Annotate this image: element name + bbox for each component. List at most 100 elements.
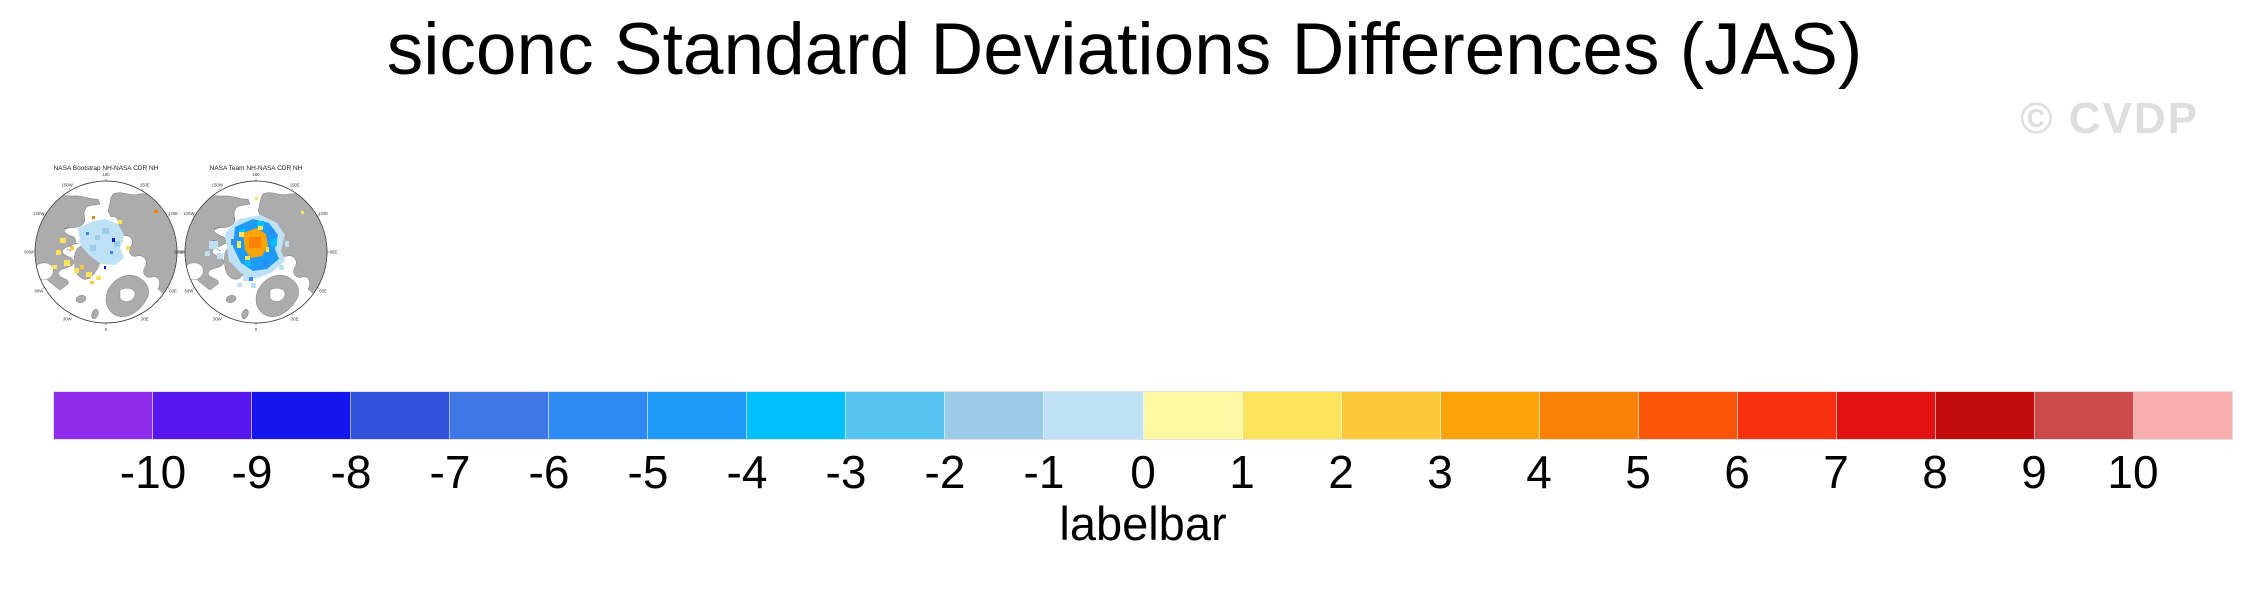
lon-label: 120W <box>33 211 45 216</box>
labelbar-segment <box>1440 392 1540 439</box>
labelbar-tick-label: 4 <box>1526 446 1552 498</box>
labelbar-tick-label: -8 <box>330 446 372 498</box>
lon-label: 120E <box>318 211 328 216</box>
lon-tick <box>192 215 195 217</box>
labelbar-segment <box>450 392 550 439</box>
ice-diff-blue-cells <box>86 232 113 254</box>
labelbar-tick-label: 9 <box>2021 446 2047 498</box>
cvdp-watermark: © CVDP <box>2020 94 2199 143</box>
labelbar-segment <box>549 392 649 439</box>
lon-label: 60E <box>319 288 327 293</box>
ice-diff-orange-cells <box>92 210 158 219</box>
land-uk <box>91 308 99 320</box>
labelbar-title: labelbar <box>1059 497 1227 550</box>
lon-label: 30E <box>291 317 299 322</box>
lon-tick <box>69 313 71 316</box>
labelbar-ticks: -10 -9 -8 -7 -6 -5 -4 -3 -2 -1 0 1 2 3 4 5 6 7 8 9 10 <box>54 439 2232 497</box>
lon-label: 120W <box>183 211 195 216</box>
labelbar-tick-label: -3 <box>825 446 867 498</box>
lon-tick <box>141 188 143 191</box>
lon-label: 180 <box>102 172 110 177</box>
ice-diff-yellow-cells <box>52 220 130 280</box>
map-title-nasa-bootstrap: NASA Bootstrap NH-NASA CDR NH <box>53 165 159 172</box>
lon-label: 180 <box>252 172 260 177</box>
lon-label: 60E <box>169 288 177 293</box>
lon-tick <box>69 188 71 191</box>
labelbar-tick-label: 10 <box>2107 446 2159 498</box>
lon-tick <box>42 215 45 217</box>
labelbar: -10 -9 -8 -7 -6 -5 -4 -3 -2 -1 0 1 2 3 4 5 6 7 8 9 10 labelb… <box>53 391 2233 547</box>
ice-diff-light-blue-cells <box>90 228 120 251</box>
labelbar-segment <box>1737 392 1837 439</box>
lon-tick <box>291 188 293 191</box>
ice-diff-layer <box>205 197 304 288</box>
lon-tick <box>219 188 221 191</box>
labelbar-segment <box>1539 392 1639 439</box>
lon-tick <box>42 287 45 289</box>
labelbar-segment <box>1836 392 1936 439</box>
baltic-sea <box>119 288 136 302</box>
labelbar-segment <box>648 392 748 439</box>
hudson-bay <box>35 262 54 281</box>
land-iceland <box>225 295 237 303</box>
labelbar-tick-label: -5 <box>627 446 669 498</box>
ice-diff-darkblue-cells <box>104 238 115 269</box>
land-iceland <box>75 295 87 303</box>
ice-diff-dark-orange-core <box>249 237 261 248</box>
ice-diff-gold-cells <box>70 246 94 284</box>
labelbar-boxes <box>53 391 2233 440</box>
labelbar-segment <box>1242 392 1342 439</box>
lon-label: 150W <box>212 183 224 188</box>
labelbar-segment <box>153 392 253 439</box>
labelbar-tick-label: -2 <box>924 446 966 498</box>
hudson-bay <box>185 262 204 281</box>
lon-tick <box>192 287 195 289</box>
labelbar-segment <box>747 392 847 439</box>
labelbar-segment <box>1638 392 1738 439</box>
baltic-sea <box>269 288 286 302</box>
lon-label: 60W <box>34 288 44 293</box>
lon-label: 30E <box>141 317 149 322</box>
labelbar-segment <box>2034 392 2134 439</box>
labelbar-tick-label: -9 <box>231 446 273 498</box>
labelbar-segment <box>54 392 154 439</box>
labelbar-tick-label: 8 <box>1922 446 1948 498</box>
lon-tick <box>317 287 320 289</box>
lon-tick <box>219 313 221 316</box>
labelbar-segment <box>1044 392 1144 439</box>
labelbar-tick-label: -10 <box>119 446 187 498</box>
labelbar-segment <box>1935 392 2035 439</box>
lon-tick <box>141 313 143 316</box>
lon-tick <box>167 287 170 289</box>
ice-diff-medium-blue-cells <box>231 229 274 281</box>
lon-label: 0 <box>105 327 108 332</box>
lon-label: 150E <box>140 183 150 188</box>
lon-label: 150E <box>290 183 300 188</box>
labelbar-segment <box>351 392 451 439</box>
labelbar-tick-label: 0 <box>1130 446 1156 498</box>
lon-tick <box>167 215 170 217</box>
polar-map-nasa-team: 180 150E 120E 90E 60E 30E 0 30W 60W 90W 120W 150W <box>174 172 337 332</box>
lon-label: 150W <box>62 183 74 188</box>
ice-diff-pale-blue-cells <box>205 241 289 288</box>
labelbar-tick-label: -1 <box>1023 446 1065 498</box>
lon-label: 30W <box>63 317 73 322</box>
lon-label: 90E <box>330 250 338 255</box>
figure-title: siconc Standard Deviations Differences (… <box>386 9 1863 90</box>
labelbar-segment <box>252 392 352 439</box>
lon-label: 60W <box>184 288 194 293</box>
labelbar-tick-label: -6 <box>528 446 570 498</box>
lon-label: 90W <box>174 250 184 255</box>
ice-diff-yellow-cells <box>237 197 304 260</box>
lon-tick <box>291 313 293 316</box>
map-panel-nasa-bootstrap: NASA Bootstrap NH-NASA CDR NH <box>24 160 187 332</box>
land-layer <box>35 191 177 320</box>
lon-label: 30W <box>213 317 223 322</box>
labelbar-tick-label: 1 <box>1229 446 1255 498</box>
labelbar-segment <box>945 392 1045 439</box>
labelbar-segment <box>1341 392 1441 439</box>
labelbar-tick-label: 2 <box>1328 446 1354 498</box>
labelbar-tick-label: 7 <box>1823 446 1849 498</box>
